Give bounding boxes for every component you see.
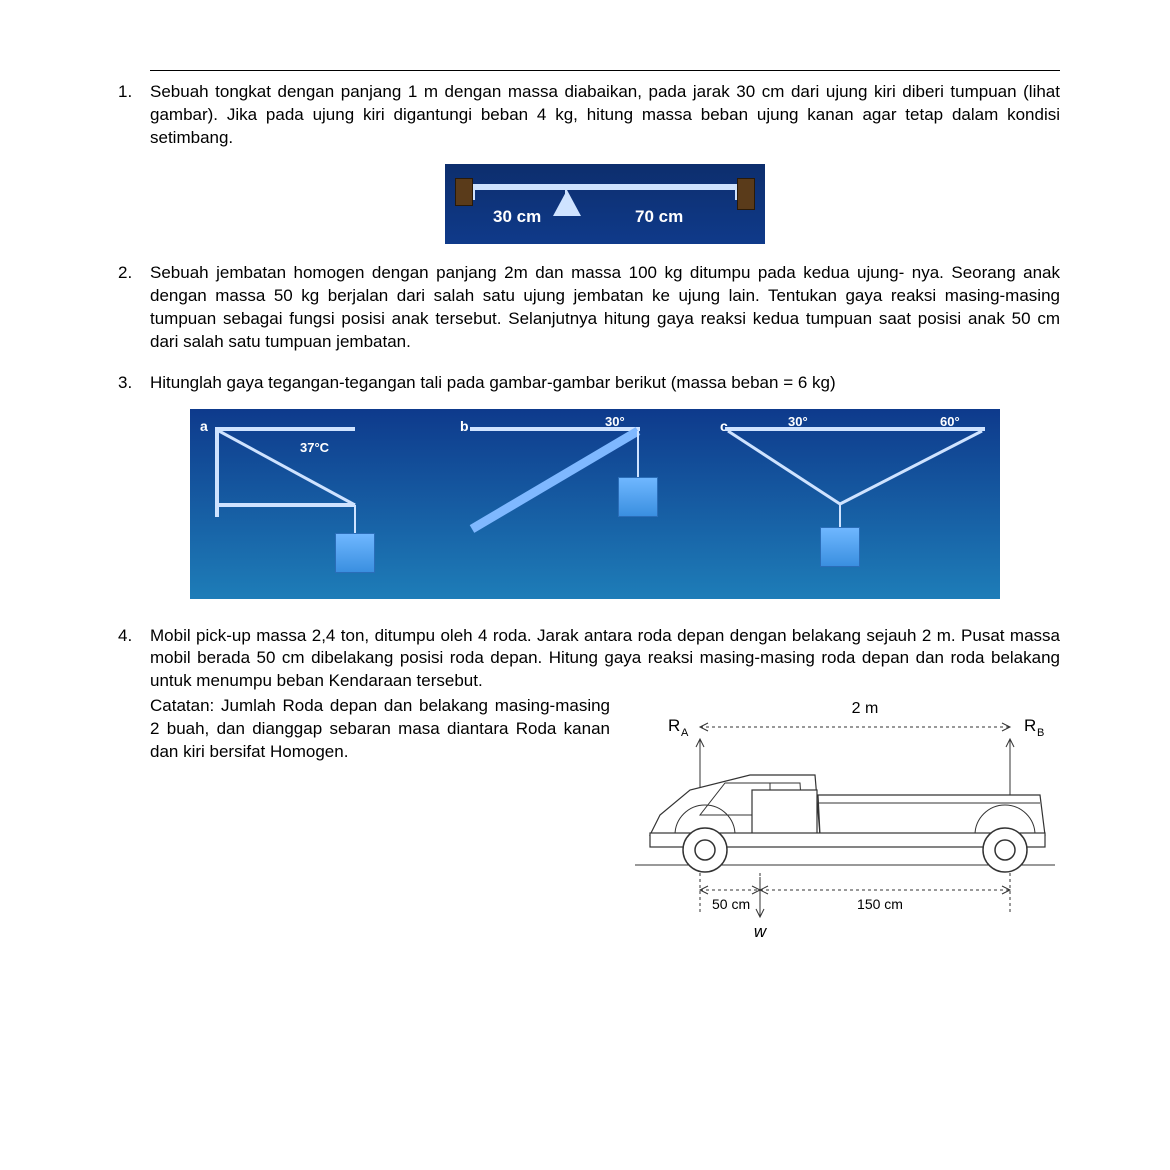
svg-text:R: R xyxy=(668,716,680,735)
label-70cm: 70 cm xyxy=(635,206,683,229)
label-50cm: 50 cm xyxy=(712,896,750,912)
svg-text:A: A xyxy=(681,727,689,739)
problem-2-number: 2. xyxy=(118,262,132,285)
problem-4: 4. Mobil pick-up massa 2,4 ton, ditumpu … xyxy=(110,625,1060,953)
problem-2: 2. Sebuah jembatan homogen dengan panjan… xyxy=(110,262,1060,354)
problem-1: 1. Sebuah tongkat dengan panjang 1 m den… xyxy=(110,81,1060,244)
problem-1-text: Sebuah tongkat dengan panjang 1 m dengan… xyxy=(150,82,1060,147)
label-w: w xyxy=(754,922,768,941)
problem-4-text-a: Mobil pick-up massa 2,4 ton, ditumpu ole… xyxy=(150,626,1060,691)
mass-box-a-icon xyxy=(335,533,375,573)
problem-3-text: Hitunglah gaya tegangan-tegangan tali pa… xyxy=(150,373,836,392)
problem-3: 3. Hitunglah gaya tegangan-tegangan tali… xyxy=(110,372,1060,599)
svg-text:B: B xyxy=(1037,727,1044,739)
span-2m: 2 m xyxy=(852,700,879,717)
svg-text:R: R xyxy=(1024,716,1036,735)
angle-b: 30° xyxy=(605,413,625,431)
angle-a: 37°C xyxy=(300,439,329,457)
angle-c-right: 60° xyxy=(940,413,960,431)
problem-4-text-b: Catatan: Jumlah Roda depan dan belakang … xyxy=(150,696,610,761)
problem-3-number: 3. xyxy=(118,372,132,395)
figure-3-tensions: a 37°C b xyxy=(190,409,1000,599)
problem-2-text: Sebuah jembatan homogen dengan panjang 2… xyxy=(150,263,1060,351)
label-30cm: 30 cm xyxy=(493,206,541,229)
problem-1-number: 1. xyxy=(118,81,132,104)
pivot-icon xyxy=(553,190,581,216)
figure-1-lever: 30 cm 70 cm xyxy=(445,164,765,244)
mass-box-b-icon xyxy=(618,477,658,517)
weight-right-icon xyxy=(737,178,755,210)
problem-4-number: 4. xyxy=(118,625,132,648)
figure-4-truck: 2 m R A R B xyxy=(630,695,1060,952)
angle-c-left: 30° xyxy=(788,413,808,431)
weight-left-icon xyxy=(455,178,473,206)
mass-box-c-icon xyxy=(820,527,860,567)
label-150cm: 150 cm xyxy=(857,896,903,912)
